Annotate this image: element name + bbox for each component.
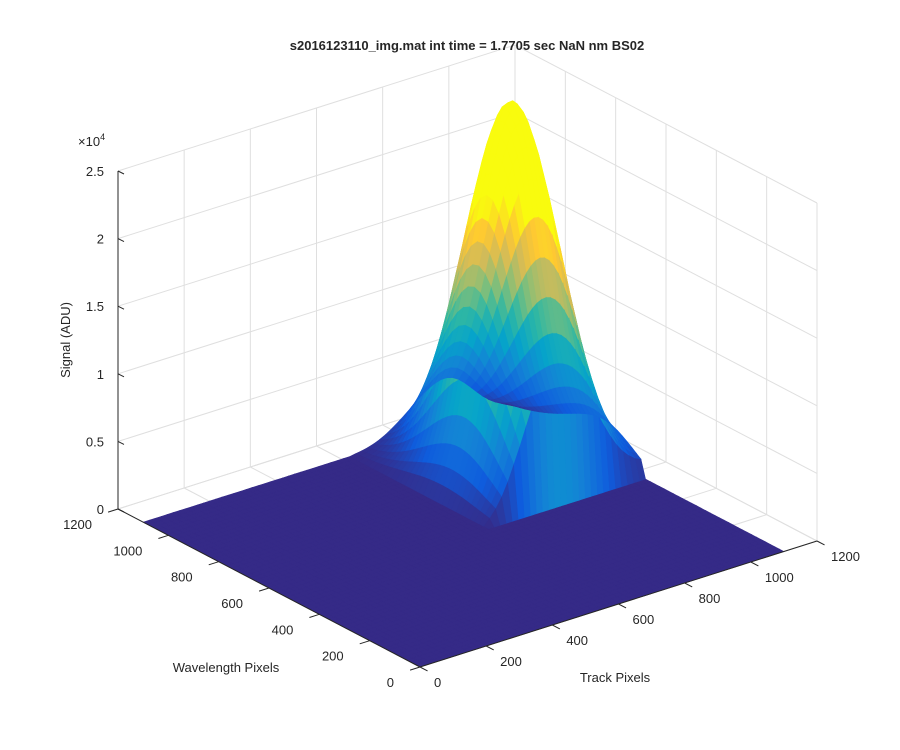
y-tick-mark [208,561,219,566]
x-tick-label: 1000 [765,570,794,585]
y-tick-mark [158,534,169,539]
z-tick-label: 1.5 [86,299,104,314]
x-tick-mark [618,603,627,609]
z-tick-mark [117,305,125,310]
x-tick-mark [684,582,693,588]
y-tick-label: 1000 [113,543,142,558]
y-tick-label: 600 [221,596,243,611]
y-tick-mark [359,640,370,645]
y-tick-label: 400 [272,622,294,637]
y-tick-mark [258,587,270,592]
z-exponent-power: 4 [100,132,105,142]
x-tick-label: 600 [633,612,655,627]
z-tick-label: 2 [97,232,104,247]
surface-plot [142,100,785,668]
y-tick-label: 800 [171,570,193,585]
x-tick-label: 200 [500,654,522,669]
y-tick-mark [107,508,119,513]
y-tick-label: 1200 [63,517,92,532]
z-tick-mark [117,238,125,243]
x-tick-label: 400 [566,633,588,648]
z-tick-mark [117,508,125,513]
grid-line [117,44,818,204]
x-tick-label: 0 [434,675,441,690]
y-tick-mark [309,613,320,618]
x-tick-mark [750,561,759,567]
z-exponent-base: ×10 [78,134,100,149]
x-tick-mark [485,645,494,651]
z-tick-mark [117,373,125,378]
y-axis-label: Wavelength Pixels [173,660,280,675]
z-tick-label: 1 [97,367,104,382]
y-tick-mark [409,666,421,671]
chart-title: s2016123110_img.mat int time = 1.7705 se… [290,38,644,53]
y-tick-label: 200 [322,649,344,664]
z-tick-mark [117,170,125,175]
z-tick-label: 2.5 [86,164,104,179]
x-tick-mark [552,624,561,630]
x-tick-label: 1200 [831,549,860,564]
z-tick-label: 0.5 [86,434,104,449]
z-axis-label: Signal (ADU) [58,302,73,378]
x-tick-mark [816,540,825,546]
x-tick-label: 800 [699,591,721,606]
z-exponent-label: ×104 [78,132,105,149]
z-tick-label: 0 [97,502,104,517]
y-tick-label: 0 [387,675,394,690]
x-tick-mark [419,666,428,672]
x-axis-label: Track Pixels [580,670,651,685]
z-tick-mark [117,440,125,445]
